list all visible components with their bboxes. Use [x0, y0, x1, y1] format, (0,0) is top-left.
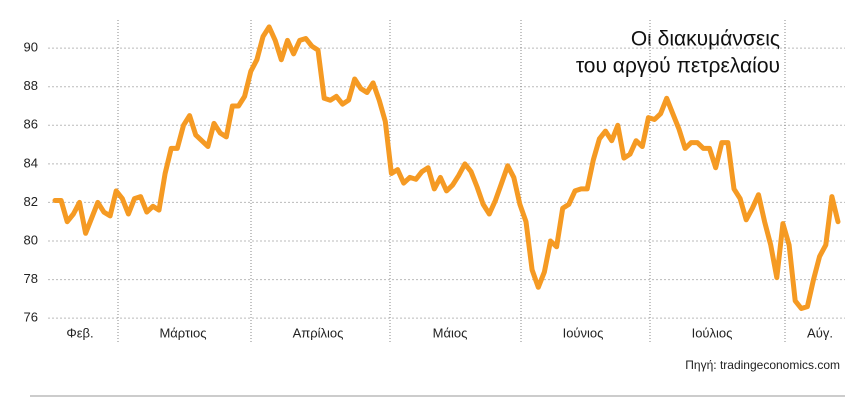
- y-tick-label: 84: [24, 155, 38, 170]
- x-tick-label: Φεβ.: [66, 325, 93, 340]
- y-tick-label: 76: [24, 310, 38, 325]
- y-tick-label: 90: [24, 40, 38, 55]
- price-line: [52, 24, 841, 311]
- y-tick-label: 78: [24, 271, 38, 286]
- source: Πηγή: tradingeconomics.com: [685, 358, 840, 372]
- x-tick-label: Μάιος: [433, 325, 468, 340]
- chart-title: Οι διακυμάνσεις: [631, 28, 780, 51]
- x-tick-label: Ιούνιος: [563, 325, 604, 340]
- y-tick-label: 82: [24, 194, 38, 209]
- y-tick-label: 88: [24, 78, 38, 93]
- x-tick-label: Ιούλιος: [692, 325, 733, 340]
- chart-title: του αργού πετρελαίου: [576, 55, 780, 78]
- y-tick-label: 86: [24, 117, 38, 132]
- x-tick-label: Μάρτιος: [159, 325, 206, 340]
- x-tick-label: Αύγ.: [807, 325, 833, 340]
- x-tick-label: Απρίλιος: [293, 325, 344, 340]
- y-tick-label: 80: [24, 232, 38, 247]
